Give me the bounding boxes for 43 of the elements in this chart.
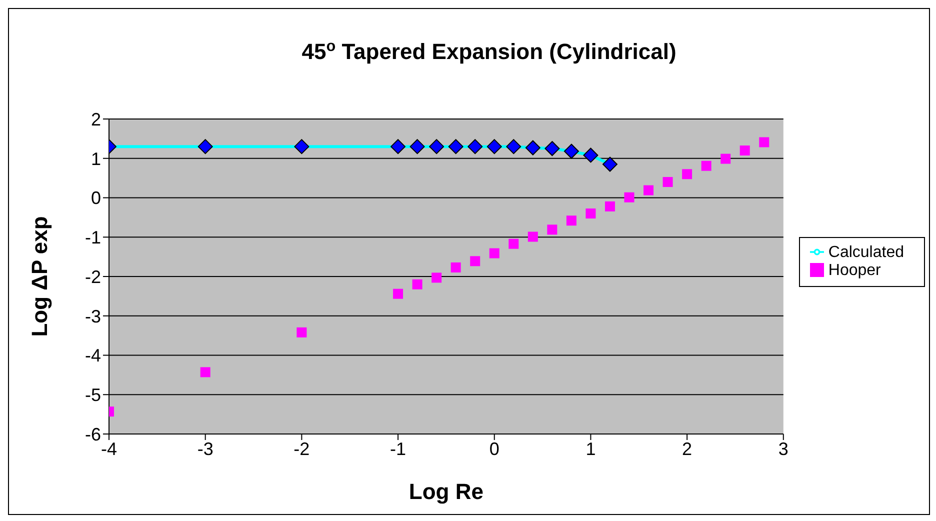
point: [662, 177, 673, 187]
y-tick-label: 0: [90, 188, 101, 208]
point: [547, 224, 558, 235]
x-tick-label: -2: [294, 438, 310, 459]
chart-title: 45$^{o}$ Tapered Expansion (Cylindrical): [302, 38, 676, 64]
point: [566, 216, 576, 226]
point: [740, 146, 750, 156]
y-tick-label: 1: [90, 148, 101, 169]
point: [528, 232, 538, 242]
point: [393, 288, 404, 299]
point: [759, 137, 770, 148]
x-tick-label: 2: [682, 438, 692, 459]
y-axis-title: Log ΔP exp: [26, 216, 52, 337]
point: [470, 256, 480, 266]
y-tick-label: -6: [84, 424, 101, 444]
point: [200, 367, 210, 378]
x-tick-label: 3: [778, 438, 788, 459]
point: [720, 154, 731, 164]
legend-label: Hooper: [828, 262, 881, 278]
y-tick-label: -4: [84, 346, 101, 366]
point: [586, 208, 596, 218]
x-tick-label: -3: [197, 438, 214, 459]
point: [432, 272, 442, 283]
x-tick-label: -1: [390, 438, 406, 459]
point: [701, 160, 712, 171]
point: [644, 185, 654, 196]
legend-label: Calculated: [828, 244, 904, 260]
point: [489, 248, 500, 258]
point: [624, 192, 634, 202]
y-tick-label: 2: [90, 109, 101, 130]
x-tick-label: 1: [586, 438, 596, 459]
x-axis-title: Log Re: [408, 479, 484, 504]
y-tick-label: -3: [84, 306, 101, 326]
y-tick-label: -5: [84, 385, 101, 406]
y-tick-label: -2: [84, 266, 101, 287]
point: [604, 201, 615, 212]
point: [508, 238, 519, 249]
y-tick-label: -1: [84, 228, 101, 248]
point: [682, 169, 692, 180]
point: [296, 327, 307, 338]
x-tick-label: 0: [489, 438, 500, 459]
point: [412, 279, 422, 290]
point: [450, 262, 461, 272]
